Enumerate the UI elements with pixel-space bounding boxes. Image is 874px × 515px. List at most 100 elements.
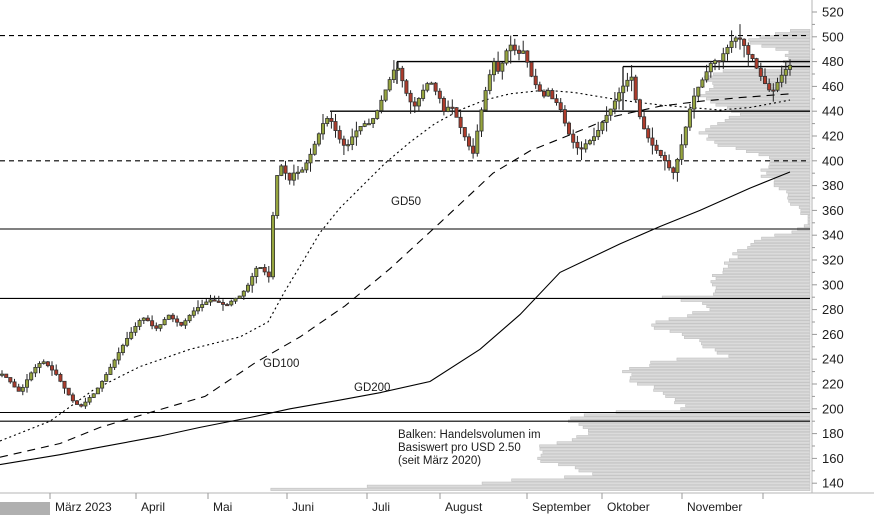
candle	[241, 290, 246, 297]
volume-annotation-line1: Balken: Handelsvolumen im	[398, 429, 541, 441]
volume-bar	[788, 50, 811, 54]
volume-bar	[722, 69, 811, 73]
candle	[596, 129, 601, 138]
candle	[416, 98, 421, 107]
candle	[366, 123, 371, 126]
candle	[170, 314, 175, 320]
volume-bar	[750, 243, 811, 247]
gd50-line-label: GD50	[391, 196, 422, 208]
candle	[166, 314, 171, 320]
volume-annotation-line2: Basiswert pro USD 2.50	[398, 442, 521, 454]
volume-bar	[542, 450, 811, 454]
volume-bar	[366, 484, 811, 488]
volume-bar	[722, 267, 811, 271]
candle	[537, 84, 542, 92]
candle	[654, 144, 659, 151]
gd100-line-label: GD100	[263, 358, 300, 370]
candle	[421, 89, 426, 99]
candle	[346, 144, 351, 147]
volume-bar	[735, 146, 811, 150]
volume-bar	[662, 391, 811, 395]
y-axis-label: 180	[822, 426, 844, 441]
candle	[496, 61, 501, 72]
volume-bar	[705, 97, 811, 101]
level-lines-layer	[0, 35, 810, 422]
volume-bar	[732, 252, 811, 256]
candle	[750, 54, 755, 59]
candle	[12, 381, 17, 388]
candle	[479, 109, 484, 132]
candle	[746, 45, 751, 55]
candle	[767, 83, 772, 91]
candle	[337, 130, 342, 140]
y-axis-label: 260	[822, 327, 844, 342]
volume-bar	[653, 385, 811, 389]
candle	[567, 122, 572, 135]
volume-bar	[775, 47, 811, 51]
candle	[104, 374, 109, 382]
candle	[141, 317, 146, 321]
volume-bar	[787, 196, 811, 200]
candle	[542, 90, 547, 97]
candle	[325, 118, 330, 125]
volume-bar	[790, 202, 811, 206]
volume-bar	[713, 292, 811, 296]
volume-bar	[681, 332, 811, 336]
candle	[408, 92, 413, 103]
candle	[354, 130, 359, 138]
volume-bar	[539, 447, 811, 451]
candle	[687, 108, 692, 128]
volume-bar	[583, 413, 811, 417]
volume-bar	[737, 249, 811, 253]
candle	[554, 98, 559, 103]
volume-bar	[558, 463, 811, 467]
candle	[396, 67, 401, 71]
candle	[713, 60, 718, 64]
candle	[387, 79, 392, 91]
y-axis-label: 400	[822, 153, 844, 168]
volume-bar	[716, 351, 811, 355]
candle	[692, 95, 697, 110]
candle	[708, 63, 713, 73]
candle	[108, 366, 113, 375]
candle	[125, 337, 130, 346]
volume-bar	[768, 165, 811, 169]
candle	[316, 133, 321, 145]
y-axis-label: 280	[822, 302, 844, 317]
candle	[700, 79, 705, 88]
candle	[550, 90, 555, 100]
volume-bar	[705, 128, 811, 132]
volume-bar	[807, 218, 811, 222]
volume-bar	[692, 311, 811, 315]
volume-bar	[715, 103, 811, 107]
candle	[158, 324, 163, 329]
candle	[471, 145, 476, 154]
volume-bar	[706, 137, 811, 141]
gd200-line-label: GD200	[354, 382, 391, 394]
candle	[83, 401, 88, 407]
volume-bar	[778, 187, 811, 191]
candle	[717, 60, 722, 63]
candle	[788, 64, 793, 70]
volume-bar	[574, 466, 811, 470]
volume-bar	[511, 478, 811, 482]
volume-bar	[727, 106, 811, 110]
candle	[491, 61, 496, 76]
candle	[58, 373, 63, 382]
volume-bar	[748, 38, 811, 42]
candlesticks-layer	[0, 24, 793, 409]
volume-bar	[540, 459, 811, 463]
volume-bar	[714, 348, 811, 352]
y-axis-label: 460	[822, 79, 844, 94]
candle	[329, 118, 334, 122]
candle	[604, 114, 609, 123]
candle	[500, 62, 505, 72]
candle	[212, 299, 217, 302]
volume-bar	[758, 153, 811, 157]
volume-bar	[710, 100, 811, 104]
candle	[679, 144, 684, 160]
volume-bar	[791, 230, 811, 234]
candle	[462, 127, 467, 138]
candle	[8, 377, 13, 383]
